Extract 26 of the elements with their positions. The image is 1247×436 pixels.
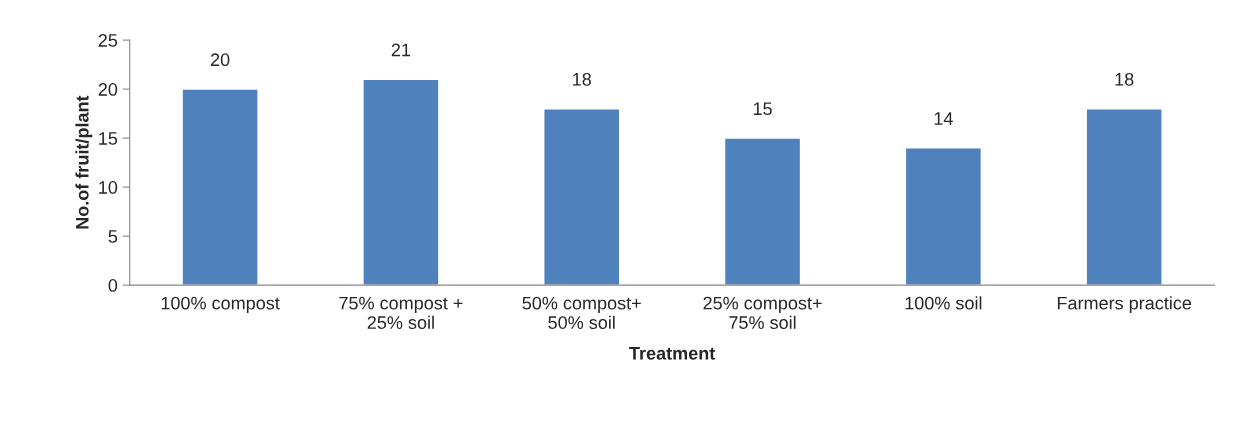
y-tick-label: 25: [98, 34, 118, 47]
x-axis-title: Treatment: [629, 347, 716, 360]
y-tick-label: 5: [108, 230, 118, 243]
bar: [1085, 108, 1163, 286]
bar: [904, 147, 983, 286]
data-label: 21: [391, 43, 411, 57]
y-tick-label: 15: [99, 132, 118, 145]
y-axis-title: No.of fruit/plant: [75, 95, 93, 229]
bar: [723, 137, 802, 286]
y-tick-label: 10: [99, 181, 118, 194]
x-tick-label: 25% compost+ 75% soil: [703, 296, 822, 329]
data-label: 18: [573, 72, 591, 86]
x-tick-label: Farmers practice: [1057, 296, 1192, 314]
x-tick-label: 100% compost: [161, 296, 280, 314]
x-tick-label: 50% compost+ 50% soil: [522, 296, 641, 329]
x-tick-label: 100% soil: [905, 296, 982, 310]
data-label: 15: [753, 102, 772, 116]
bar: [362, 78, 440, 286]
data-label: 18: [1115, 72, 1134, 86]
bar: [181, 88, 259, 286]
bar: [543, 108, 621, 286]
y-tick-label: 0: [108, 279, 118, 292]
x-tick-label: 75% compost + 25% soil: [339, 296, 463, 329]
data-label: 20: [210, 53, 230, 67]
data-label: 14: [934, 112, 953, 125]
y-tick-label: 20: [98, 83, 118, 96]
